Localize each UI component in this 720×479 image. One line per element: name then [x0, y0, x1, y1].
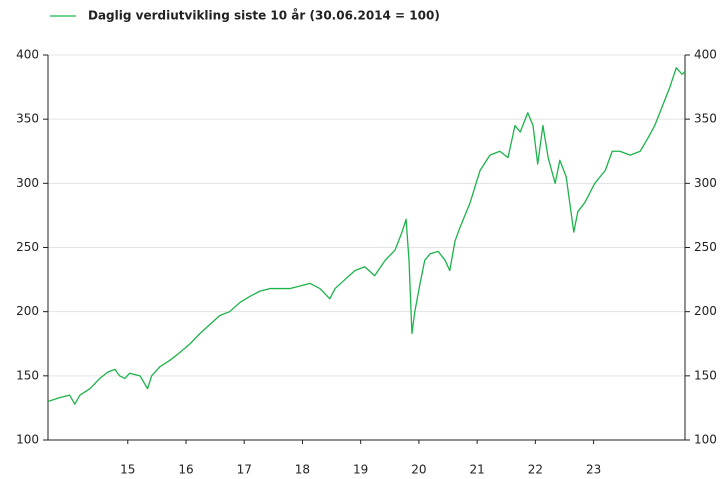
- x-tick-label: 21: [469, 463, 484, 477]
- y-tick-label: 150: [16, 368, 39, 382]
- y-tick-label: 350: [16, 112, 39, 126]
- x-tick-label: 15: [120, 463, 135, 477]
- legend-text: Daglig verdiutvikling siste 10 år (30.06…: [88, 9, 440, 23]
- x-tick-label: 16: [178, 463, 193, 477]
- y2-tick-label: 300: [694, 176, 717, 190]
- y-tick-label: 250: [16, 240, 39, 254]
- y2-tick-label: 400: [694, 48, 717, 62]
- y-tick-label: 200: [16, 304, 39, 318]
- y-tick-label: 300: [16, 176, 39, 190]
- y-tick-label: 400: [16, 48, 39, 62]
- y2-tick-label: 100: [694, 433, 717, 447]
- x-tick-label: 17: [237, 463, 252, 477]
- x-tick-label: 18: [295, 463, 310, 477]
- y2-tick-label: 200: [694, 304, 717, 318]
- x-tick-label: 22: [528, 463, 543, 477]
- y2-tick-label: 350: [694, 112, 717, 126]
- x-tick-label: 19: [353, 463, 368, 477]
- data-line: [47, 67, 686, 405]
- y2-tick-label: 250: [694, 240, 717, 254]
- y-tick-label: 100: [16, 433, 39, 447]
- x-tick-label: 20: [411, 463, 426, 477]
- y2-tick-label: 150: [694, 368, 717, 382]
- x-tick-label: 23: [586, 463, 601, 477]
